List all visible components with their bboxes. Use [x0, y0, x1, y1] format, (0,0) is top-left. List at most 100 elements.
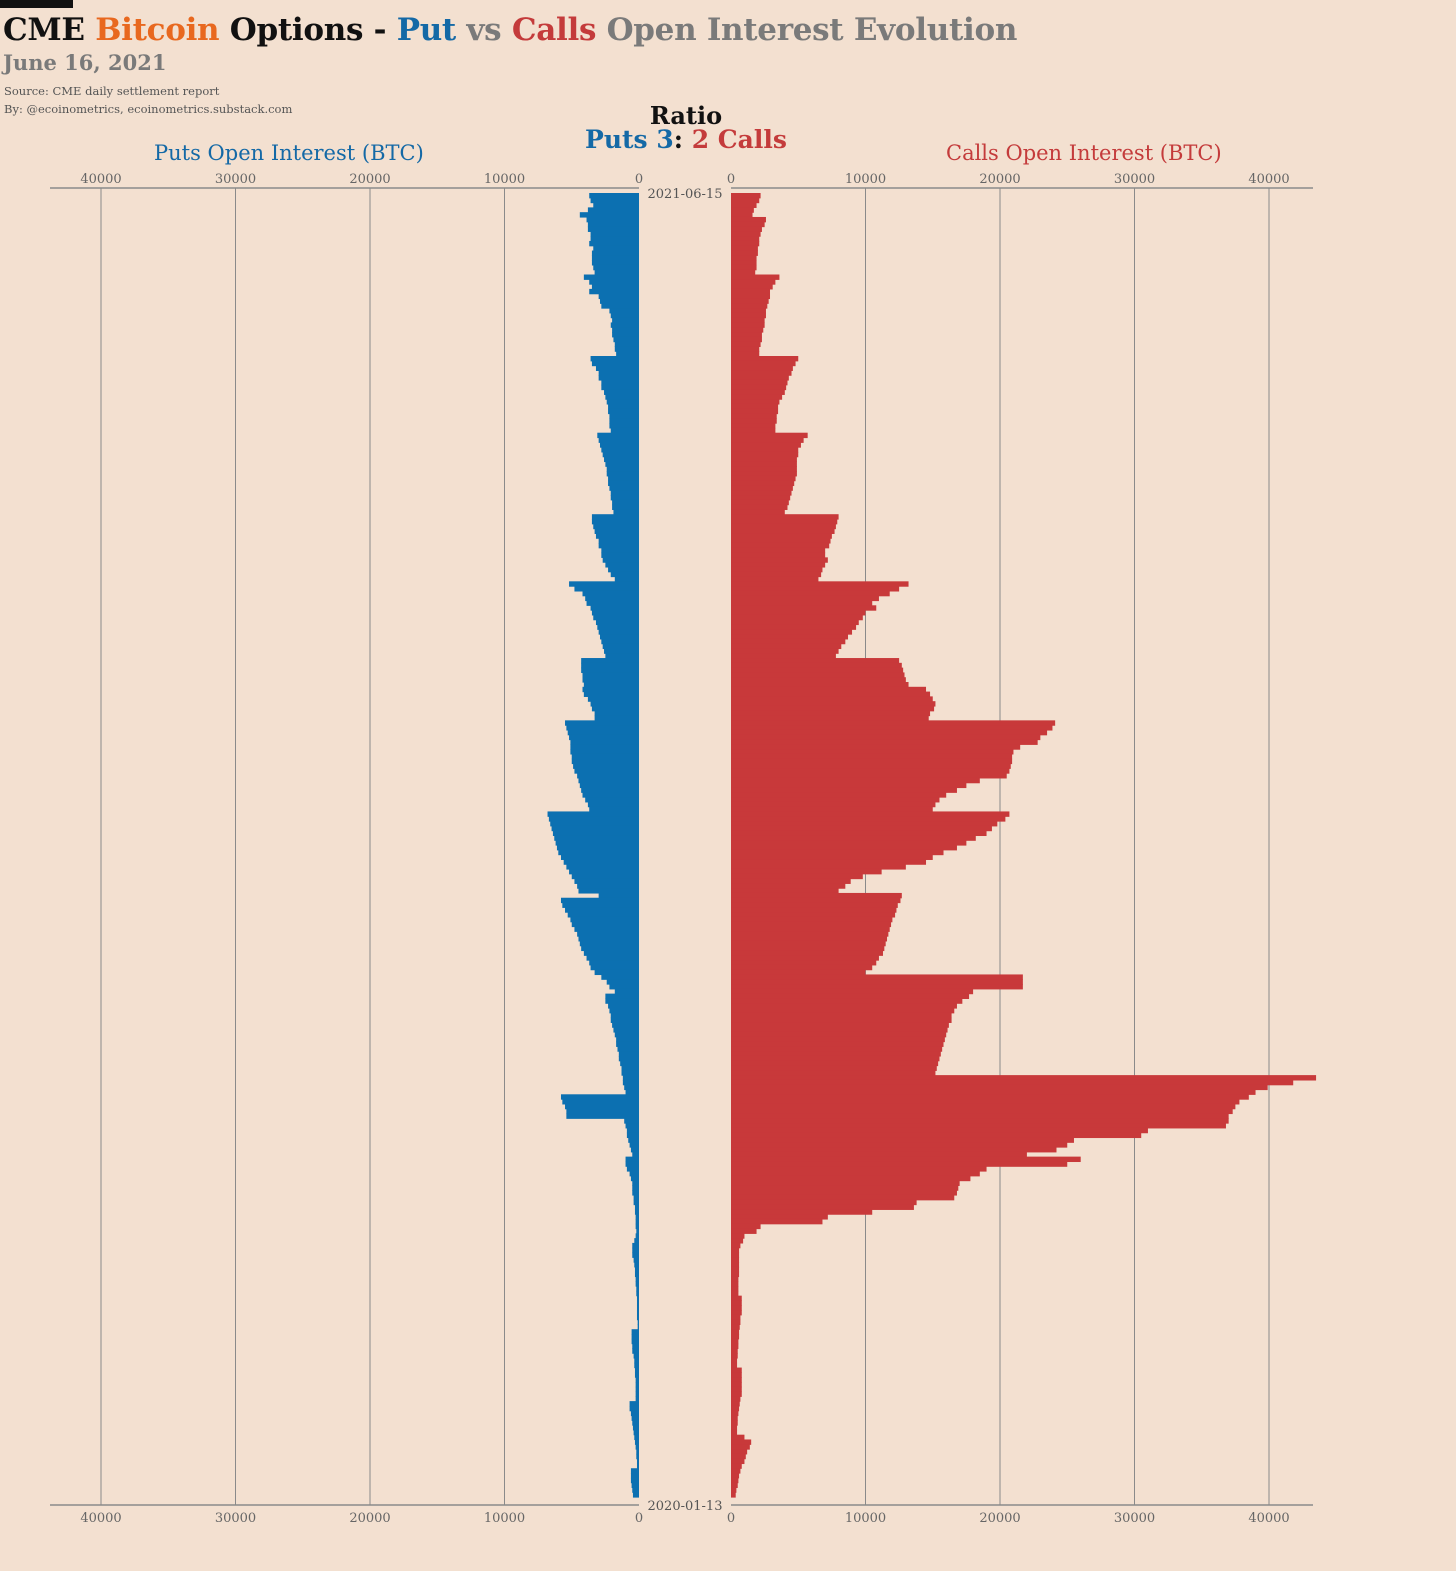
puts-bar	[573, 763, 639, 769]
calls-bar	[731, 336, 762, 343]
calls-bar	[731, 547, 826, 554]
calls-bar	[731, 1319, 741, 1326]
puts-bar	[614, 341, 639, 348]
calls-bar	[731, 739, 1038, 745]
calls-bar	[731, 1449, 748, 1455]
puts-bar	[606, 399, 639, 405]
puts-bar	[633, 1429, 639, 1436]
puts-bar	[569, 734, 639, 741]
calls-bar	[731, 926, 890, 932]
calls-bar	[731, 897, 901, 904]
calls-bar	[731, 221, 765, 228]
calls-bar	[731, 1439, 752, 1445]
calls-bar	[731, 1487, 737, 1493]
puts-bar	[574, 926, 639, 932]
puts-bar	[585, 595, 639, 602]
calls-bar	[731, 231, 761, 237]
title-part: Options -	[219, 12, 397, 48]
puts-bar	[597, 432, 639, 439]
calls-bar	[731, 1300, 742, 1306]
calls-bar	[731, 1252, 740, 1258]
calls-bar	[731, 753, 1013, 760]
calls-bar	[731, 830, 987, 837]
puts-bar	[591, 360, 639, 367]
puts-tick-label: 20000	[349, 172, 390, 187]
calls-bar	[731, 399, 780, 405]
puts-bar	[562, 902, 639, 908]
puts-bar	[574, 586, 639, 592]
calls-bar	[731, 936, 888, 942]
puts-bar	[612, 327, 639, 333]
puts-bar	[635, 1214, 639, 1220]
ratio-calls: 2 Calls	[691, 125, 787, 154]
calls-bar	[731, 1357, 738, 1364]
calls-bar	[731, 715, 929, 721]
puts-bar	[556, 845, 639, 851]
calls-bar	[731, 1031, 947, 1038]
puts-bar	[634, 1209, 639, 1215]
calls-bar	[731, 969, 866, 976]
calls-bar	[731, 1161, 1068, 1167]
puts-bar	[548, 816, 639, 822]
calls-bar	[731, 1218, 823, 1225]
calls-bar	[731, 466, 797, 472]
puts-bar	[560, 897, 639, 904]
puts-bar	[612, 317, 639, 324]
puts-bar	[581, 945, 639, 952]
puts-bar	[631, 1338, 639, 1345]
puts-bar	[635, 1223, 639, 1230]
puts-bar	[616, 351, 639, 357]
puts-bar	[598, 437, 639, 443]
calls-bar	[731, 1008, 955, 1014]
calls-bar	[731, 332, 762, 338]
calls-bar	[731, 236, 760, 242]
calls-bar	[731, 1238, 744, 1244]
puts-bar	[550, 821, 639, 827]
calls-bar	[731, 538, 831, 544]
puts-bar	[630, 1175, 639, 1182]
calls-bar	[731, 504, 788, 511]
puts-bar	[593, 245, 639, 252]
calls-bar	[731, 801, 936, 808]
puts-bar	[612, 332, 639, 338]
calls-bar	[731, 379, 788, 386]
calls-bar	[731, 1137, 1074, 1143]
calls-bar	[731, 427, 776, 434]
puts-bar	[578, 777, 639, 784]
puts-bar	[610, 322, 639, 328]
calls-bar	[731, 1492, 736, 1498]
title-part: Put	[396, 12, 457, 48]
puts-bar	[624, 1118, 639, 1124]
puts-bar	[590, 605, 639, 611]
calls-bar	[731, 408, 779, 415]
calls-tick-label: 10000	[845, 1511, 886, 1526]
calls-bar	[731, 1151, 1027, 1158]
calls-tick-label: 20000	[979, 1511, 1020, 1526]
calls-bar	[731, 835, 976, 841]
calls-tick-label: 10000	[845, 172, 886, 187]
calls-bar	[731, 1194, 955, 1201]
calls-bar	[731, 365, 793, 371]
calls-bar	[731, 1262, 740, 1268]
puts-bar	[633, 1199, 639, 1206]
puts-bar	[621, 1065, 639, 1071]
puts-bar	[625, 1123, 639, 1129]
puts-bar	[566, 1113, 639, 1119]
calls-bar	[731, 1266, 740, 1273]
calls-bar	[731, 456, 797, 463]
puts-bar	[613, 509, 639, 515]
calls-bar	[731, 725, 1053, 731]
calls-bar	[731, 854, 933, 860]
puts-bar	[593, 523, 639, 530]
calls-bar	[731, 1103, 1236, 1110]
puts-bar	[598, 538, 639, 544]
calls-bar	[731, 1027, 948, 1033]
calls-bar	[731, 1051, 941, 1057]
calls-bar	[731, 892, 902, 899]
calls-bar	[731, 643, 842, 650]
calls-bar	[731, 1362, 738, 1369]
puts-bar	[577, 931, 639, 937]
puts-bar	[591, 284, 639, 290]
calls-bar	[731, 816, 1006, 822]
calls-bar	[731, 605, 877, 611]
